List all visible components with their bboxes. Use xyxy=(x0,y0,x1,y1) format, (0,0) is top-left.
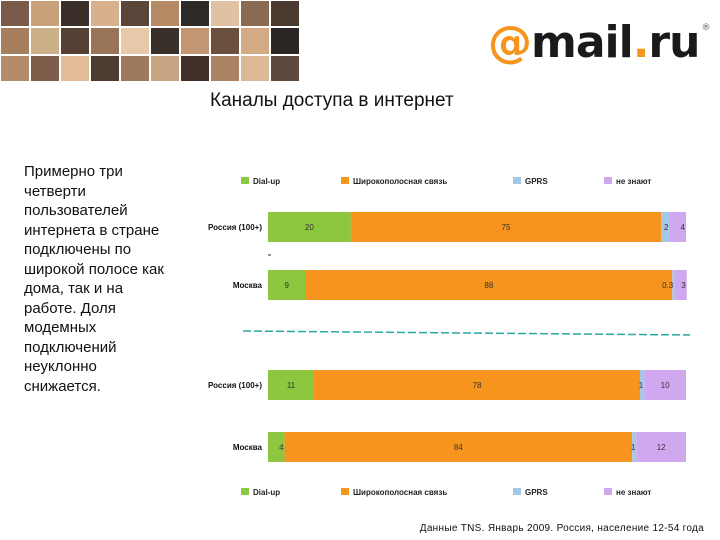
bar-segment xyxy=(268,370,314,400)
legend-swatch xyxy=(341,177,349,184)
data-label: 12 xyxy=(657,443,666,452)
legend-label: Dial-up xyxy=(253,488,280,497)
photo-tile xyxy=(60,27,90,55)
photo-tile xyxy=(30,0,60,28)
slide-title: Каналы доступа в интернет xyxy=(210,90,454,111)
photo-tile xyxy=(60,0,90,28)
bar-segment xyxy=(661,212,670,242)
photo-tile xyxy=(0,54,30,82)
photo-tile xyxy=(210,0,240,28)
header: @ mail. ru ® xyxy=(0,0,720,82)
bar-segment xyxy=(636,432,686,462)
logo-mail: mail xyxy=(531,16,634,68)
data-label: 10 xyxy=(661,381,670,390)
data-label: 11 xyxy=(287,381,296,390)
photo-tile xyxy=(90,27,120,55)
category-label: Москва xyxy=(233,443,263,452)
photo-tile xyxy=(180,54,210,82)
photo-tile xyxy=(30,54,60,82)
data-label: 3 xyxy=(681,281,686,290)
photo-tile xyxy=(180,27,210,55)
bar-segment xyxy=(313,370,641,400)
data-label: 4 xyxy=(681,223,686,232)
legend-label: GPRS xyxy=(525,177,548,186)
photo-tile xyxy=(30,27,60,55)
logo-registered-mark: ® xyxy=(701,23,710,33)
data-label: 4 xyxy=(279,443,284,452)
photo-tile xyxy=(150,27,180,55)
photo-tile xyxy=(120,0,150,28)
legend-label: Широкополосная связь xyxy=(353,488,447,497)
photo-tile xyxy=(180,0,210,28)
legend-label: не знают xyxy=(616,177,651,186)
photo-tile xyxy=(120,27,150,55)
legend-swatch xyxy=(241,177,249,184)
bar-segment xyxy=(268,432,285,462)
photo-tile xyxy=(270,0,300,28)
bar-segment xyxy=(674,270,687,300)
logo-at: @ xyxy=(488,16,532,68)
photo-tile xyxy=(210,27,240,55)
photo-tile xyxy=(240,54,270,82)
legend-swatch xyxy=(513,177,521,184)
category-label: Россия (100+) xyxy=(208,381,262,390)
data-label: 2 xyxy=(664,223,669,232)
data-label: 78 xyxy=(473,381,482,390)
bar-segment xyxy=(644,370,686,400)
logo-dot: . xyxy=(632,16,650,68)
side-description: Примерно три четверти пользователей инте… xyxy=(24,163,164,395)
photo-tile xyxy=(240,0,270,28)
data-label: 1 xyxy=(631,443,636,452)
legend-label: не знают xyxy=(616,488,651,497)
mailru-logo: @ mail. ru ® xyxy=(488,14,710,70)
photo-tile xyxy=(270,27,300,55)
panel-separator xyxy=(242,330,691,336)
photo-tile xyxy=(150,0,180,28)
legend-swatch xyxy=(241,488,249,495)
photo-tile xyxy=(0,27,30,55)
bar-segment xyxy=(669,212,686,242)
legend-label: Dial-up xyxy=(253,177,280,186)
photo-tile xyxy=(90,54,120,82)
legend-swatch xyxy=(341,488,349,495)
data-label: 1 xyxy=(639,381,644,390)
bar-segment xyxy=(268,212,351,242)
data-label: 20 xyxy=(305,223,314,232)
bar-segment xyxy=(268,270,306,300)
legend-label: GPRS xyxy=(525,488,548,497)
photo-tile xyxy=(240,27,270,55)
category-label: Россия (100+) xyxy=(208,223,262,232)
source-footnote: Данные TNS. Январь 2009. Россия, населен… xyxy=(419,523,704,534)
legend-label: Широкополосная связь xyxy=(353,177,447,186)
category-label: Москва xyxy=(233,281,263,290)
photo-collage xyxy=(0,0,300,82)
data-label: 75 xyxy=(502,223,511,232)
bar-segment xyxy=(632,432,637,462)
photo-tile xyxy=(120,54,150,82)
photo-tile xyxy=(210,54,240,82)
photo-tile xyxy=(60,54,90,82)
logo-ru: ru xyxy=(648,16,700,68)
bar-segment xyxy=(284,432,633,462)
bar-segment xyxy=(640,370,645,400)
data-label: 84 xyxy=(454,443,463,452)
legend-swatch xyxy=(604,177,612,184)
photo-tile xyxy=(270,54,300,82)
bar-segment xyxy=(305,270,673,300)
bar-segment xyxy=(350,212,662,242)
legend-swatch xyxy=(513,488,521,495)
bar-segment xyxy=(672,270,675,300)
legend-swatch xyxy=(604,488,612,495)
data-label: 0.3 xyxy=(662,281,674,290)
photo-tile xyxy=(0,0,30,28)
data-label: 88 xyxy=(484,281,493,290)
data-label: 9 xyxy=(285,281,290,290)
photo-tile xyxy=(90,0,120,28)
photo-tile xyxy=(150,54,180,82)
